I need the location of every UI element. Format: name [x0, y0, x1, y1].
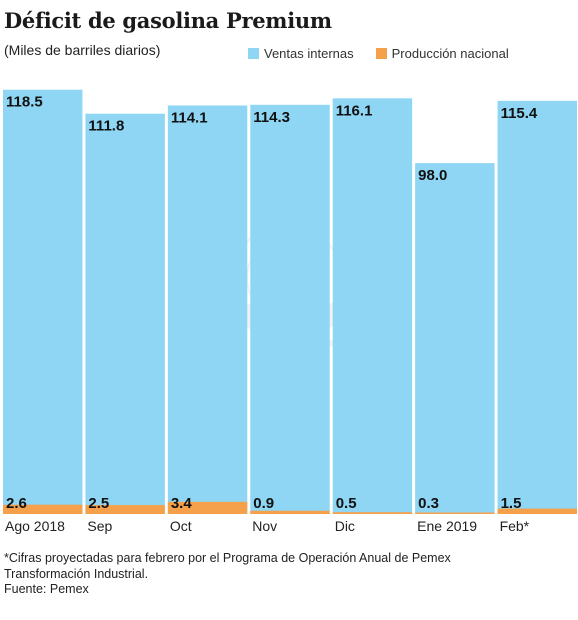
- value-label-ventas: 118.5: [6, 94, 43, 111]
- value-label-produccion: 3.4: [171, 495, 193, 512]
- legend-item-ventas: Ventas internas: [248, 46, 354, 61]
- bar-produccion: [85, 505, 165, 514]
- bar-ventas: [415, 163, 495, 514]
- value-label-produccion: 0.5: [336, 495, 357, 512]
- value-label-ventas: 115.4: [501, 105, 538, 122]
- value-label-ventas: 111.8: [88, 118, 124, 135]
- chart-title: Déficit de gasolina Premium: [4, 8, 332, 33]
- footnote-line-1: *Cifras proyectadas para febrero por el …: [4, 551, 451, 565]
- bar-ventas: [250, 104, 330, 515]
- bar-produccion: [332, 512, 413, 514]
- category-label: Nov: [252, 518, 277, 534]
- footnote-source: Fuente: Pemex: [4, 582, 89, 596]
- value-label-produccion: 2.5: [88, 495, 109, 512]
- value-label-ventas: 116.1: [336, 102, 373, 119]
- footnote: *Cifras proyectadas para febrero por el …: [4, 551, 564, 598]
- category-label: Sep: [87, 518, 112, 534]
- value-label-ventas: 114.3: [253, 109, 290, 126]
- value-label-produccion: 2.6: [6, 495, 27, 512]
- legend-label-ventas: Ventas internas: [264, 46, 354, 61]
- bar-produccion: [167, 501, 248, 514]
- category-label: Oct: [170, 518, 192, 534]
- legend-item-produccion: Producción nacional: [375, 46, 509, 61]
- category-label: Ago 2018: [5, 518, 65, 534]
- value-label-produccion: 1.5: [501, 495, 522, 512]
- value-label-ventas: 98.0: [418, 167, 447, 184]
- chart-subtitle: (Miles de barriles diarios): [4, 42, 161, 58]
- legend-label-produccion: Producción nacional: [391, 46, 509, 61]
- legend-swatch-ventas: [248, 48, 259, 59]
- category-label: Ene 2019: [417, 518, 477, 534]
- bar-produccion: [415, 512, 495, 514]
- bar-ventas: [332, 98, 413, 514]
- bar-produccion: [497, 508, 577, 514]
- legend: Ventas internas Producción nacional: [248, 46, 531, 61]
- bar-ventas: [167, 105, 248, 514]
- bar-ventas: [85, 113, 165, 514]
- bar-ventas: [497, 100, 577, 514]
- value-label-produccion: 0.3: [418, 495, 439, 512]
- bar-produccion: [3, 504, 83, 514]
- value-label-produccion: 0.9: [253, 495, 274, 512]
- category-label: Feb*: [500, 518, 530, 534]
- footnote-line-2: Transformación Industrial.: [4, 566, 149, 581]
- category-label: Dic: [335, 518, 355, 534]
- value-label-ventas: 114.1: [171, 109, 208, 126]
- bar-produccion: [250, 510, 330, 514]
- legend-swatch-produccion: [375, 48, 387, 59]
- bar-ventas: [3, 89, 83, 515]
